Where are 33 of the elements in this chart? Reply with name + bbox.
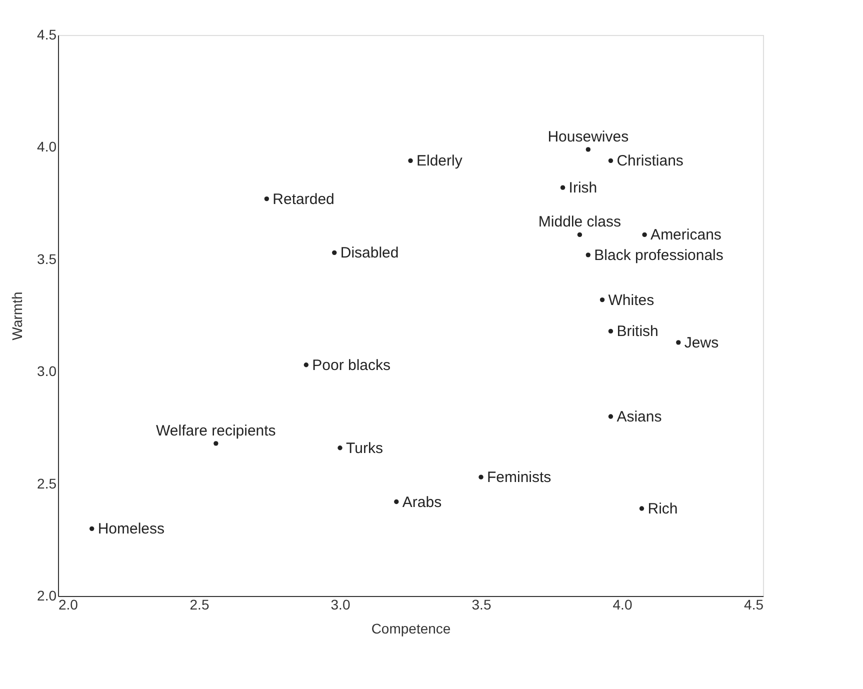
- annotation: Welfare recipients: [156, 422, 276, 440]
- annotation: Feminists: [487, 469, 552, 486]
- annotation: Jews: [684, 334, 719, 352]
- annotation: Arabs: [402, 494, 442, 511]
- x-tick-label: 2.5: [190, 596, 210, 612]
- annotation: Poor blacks: [312, 356, 391, 374]
- annotation: Asians: [616, 408, 662, 426]
- y-tick-label: 3.0: [37, 363, 57, 380]
- annotation: Retarded: [272, 190, 334, 208]
- annotation: Americans: [650, 226, 722, 244]
- x-tick-label: 3.5: [472, 596, 492, 612]
- y-tick-label: 4.0: [37, 138, 57, 155]
- x-tick-label: 4.0: [612, 596, 632, 612]
- y-axis-title: Warmth: [9, 292, 26, 340]
- annotation: Black professionals: [594, 246, 724, 264]
- annotation: Disabled: [340, 244, 399, 262]
- x-tick-label: 2.0: [58, 596, 78, 612]
- annotation: Rich: [648, 500, 678, 518]
- annotation: Middle class: [538, 214, 621, 231]
- annotation: Whites: [608, 292, 654, 309]
- y-tick-label: 3.5: [37, 250, 57, 267]
- annotation: Christians: [616, 152, 684, 170]
- x-axis-title: Competence: [371, 620, 451, 636]
- x-tick-label: 3.0: [330, 596, 350, 612]
- annotation: Elderly: [416, 152, 463, 170]
- x-tick-label: 4.5: [744, 596, 764, 612]
- y-tick-label: 4.5: [37, 26, 57, 42]
- annotation: Turks: [346, 440, 383, 457]
- y-tick-label: 2.5: [37, 475, 57, 492]
- annotation: Irish: [568, 180, 598, 197]
- annotation: Homeless: [98, 520, 165, 538]
- annotation: British: [616, 323, 658, 340]
- annotation: Housewives: [548, 128, 629, 146]
